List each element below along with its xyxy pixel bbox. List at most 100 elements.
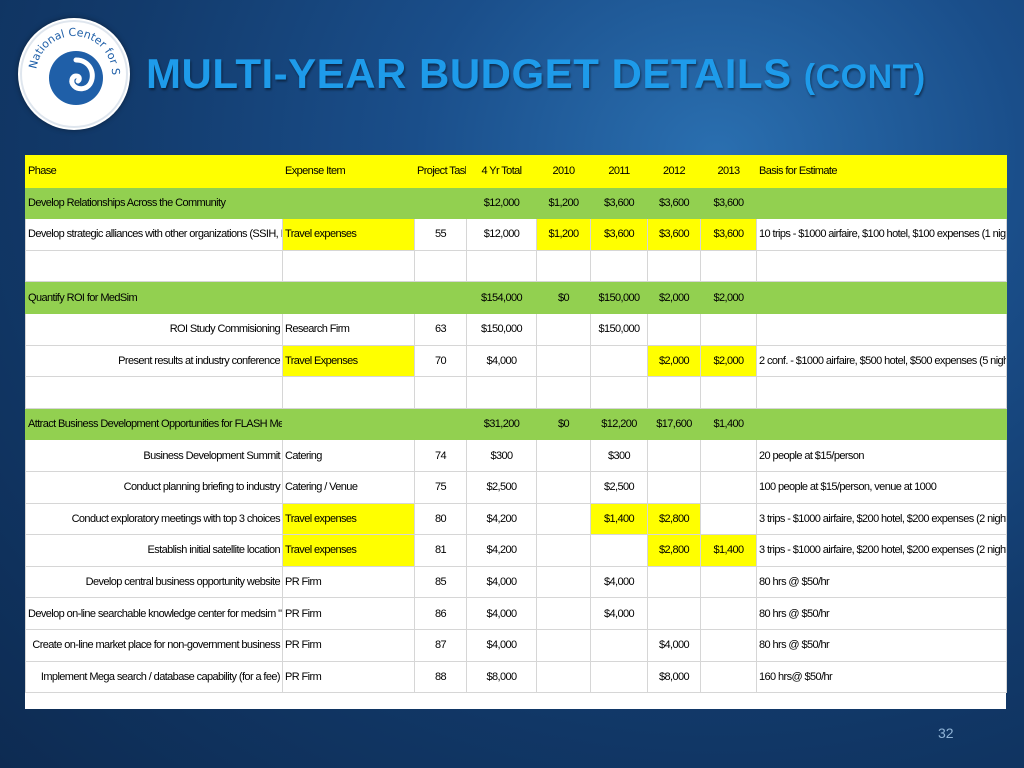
table-cell: 87 xyxy=(414,628,467,662)
column-header: Project Task xyxy=(414,155,467,188)
table-cell: 55 xyxy=(414,218,467,251)
table-cell xyxy=(466,249,537,283)
table-cell: $2,000 xyxy=(700,281,757,314)
table-cell xyxy=(282,407,415,441)
table-cell: $150,000 xyxy=(590,312,648,346)
table-cell xyxy=(647,376,701,409)
table-cell: 160 hrs@ $50/hr xyxy=(756,660,1007,694)
table-cell: Attract Business Development Opportuniti… xyxy=(25,407,283,441)
table-cell: $150,000 xyxy=(590,281,648,314)
table-cell xyxy=(282,249,415,283)
table-cell: $154,000 xyxy=(466,281,537,314)
table-cell: PR Firm xyxy=(282,660,415,694)
table-cell xyxy=(756,376,1007,409)
table-cell xyxy=(414,249,467,283)
table-cell: $3,600 xyxy=(700,186,757,220)
table-row: Conduct exploratory meetings with top 3 … xyxy=(25,502,1007,536)
table-cell xyxy=(536,439,591,472)
table-cell: Travel Expenses xyxy=(282,344,415,378)
table-cell xyxy=(536,565,591,599)
table-cell xyxy=(590,249,648,283)
table-cell: 63 xyxy=(414,312,467,346)
table-row: Implement Mega search / database capabil… xyxy=(25,660,1007,694)
table-cell: $8,000 xyxy=(647,660,701,694)
table-cell xyxy=(282,186,415,220)
table-cell: $4,200 xyxy=(466,534,537,567)
table-cell: $12,000 xyxy=(466,186,537,220)
table-cell xyxy=(414,186,467,220)
table-cell: 70 xyxy=(414,344,467,378)
table-cell xyxy=(700,660,757,694)
table-cell: Create on-line market place for non-gove… xyxy=(25,628,283,662)
table-cell: Catering xyxy=(282,439,415,472)
title-cont: (CONT) xyxy=(803,58,926,96)
table-cell: $2,500 xyxy=(590,470,648,504)
budget-table: Phase Expense Item Project Task 4 Yr Total 2… xyxy=(25,155,1007,694)
table-cell: $2,000 xyxy=(647,281,701,314)
table-cell xyxy=(536,470,591,504)
table-cell: $3,600 xyxy=(647,218,701,251)
table-cell: 80 hrs @ $50/hr xyxy=(756,628,1007,662)
table-cell: 2 conf. - $1000 airfaire, $500 hotel, $5… xyxy=(756,344,1007,378)
table-cell: $1,400 xyxy=(590,502,648,536)
table-cell: $12,000 xyxy=(466,218,537,251)
table-cell: $4,000 xyxy=(466,597,537,630)
table-cell: 10 trips - $1000 airfaire, $100 hotel, $… xyxy=(756,218,1007,251)
table-cell xyxy=(700,597,757,630)
table-cell: ROI Study Commisioning xyxy=(25,312,283,346)
column-header: Expense Item xyxy=(282,155,415,188)
table-cell: $3,600 xyxy=(590,186,648,220)
table-cell xyxy=(536,376,591,409)
table-cell xyxy=(536,660,591,694)
table-cell: $1,200 xyxy=(536,186,591,220)
table-cell: Develop strategic alliances with other o… xyxy=(25,218,283,251)
column-header: 2010 xyxy=(536,155,591,188)
table-cell: $4,000 xyxy=(466,565,537,599)
table-cell: 100 people at $15/person, venue at 1000 xyxy=(756,470,1007,504)
table-cell xyxy=(536,597,591,630)
table-cell: 75 xyxy=(414,470,467,504)
table-cell xyxy=(282,281,415,314)
table-row: Develop strategic alliances with other o… xyxy=(25,218,1007,251)
table-header-row: Phase Expense Item Project Task 4 Yr Total 2… xyxy=(25,155,1007,188)
table-cell: $3,600 xyxy=(700,218,757,251)
table-cell: $150,000 xyxy=(466,312,537,346)
table-cell: 80 xyxy=(414,502,467,536)
table-cell: 3 trips - $1000 airfaire, $200 hotel, $2… xyxy=(756,502,1007,536)
table-cell: Catering / Venue xyxy=(282,470,415,504)
table-cell: Conduct exploratory meetings with top 3 … xyxy=(25,502,283,536)
table-cell xyxy=(647,597,701,630)
table-cell: PR Firm xyxy=(282,597,415,630)
table-cell: $0 xyxy=(536,407,591,441)
table-cell xyxy=(700,628,757,662)
table-cell xyxy=(700,439,757,472)
table-cell xyxy=(590,628,648,662)
table-cell xyxy=(536,249,591,283)
table-cell xyxy=(282,376,415,409)
table-cell: $300 xyxy=(466,439,537,472)
table-cell: $4,200 xyxy=(466,502,537,536)
table-cell: Travel expenses xyxy=(282,534,415,567)
page-number: 32 xyxy=(938,725,954,741)
table-cell xyxy=(536,312,591,346)
table-cell xyxy=(756,312,1007,346)
phase-row: Quantify ROI for MedSim $154,000 $0 $150,00… xyxy=(25,281,1007,314)
table-cell: $4,000 xyxy=(466,628,537,662)
phase-row: Develop Relationships Across the Communi… xyxy=(25,186,1007,220)
table-cell xyxy=(590,660,648,694)
table-cell: $3,600 xyxy=(590,218,648,251)
table-cell xyxy=(756,186,1007,220)
table-cell: $4,000 xyxy=(466,344,537,378)
table-cell: Establish initial satellite location xyxy=(25,534,283,567)
table-cell: 88 xyxy=(414,660,467,694)
logo: National Center for Simulation xyxy=(18,18,130,130)
table-cell xyxy=(700,249,757,283)
table-row: ROI Study Commisioning Research Firm 63 $15… xyxy=(25,312,1007,346)
table-cell xyxy=(536,344,591,378)
phase-row: Attract Business Development Opportuniti… xyxy=(25,407,1007,441)
table-cell: 3 trips - $1000 airfaire, $200 hotel, $2… xyxy=(756,534,1007,567)
slide-title: MULTI-YEAR BUDGET DETAILS (CONT) xyxy=(146,50,926,98)
table-cell xyxy=(414,281,467,314)
table-cell: $2,000 xyxy=(647,344,701,378)
table-row: Conduct planning briefing to industry Cat… xyxy=(25,470,1007,504)
